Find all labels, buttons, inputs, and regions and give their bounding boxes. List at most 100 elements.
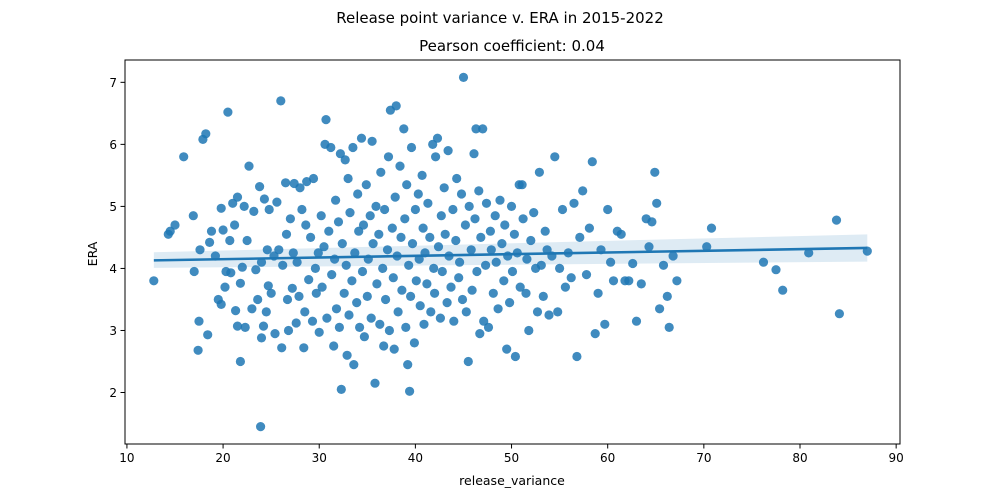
- scatter-point: [205, 237, 215, 247]
- scatter-point: [557, 204, 568, 215]
- scatter-point: [384, 325, 394, 336]
- scatter-point: [375, 319, 385, 329]
- scatter-point: [488, 288, 498, 298]
- scatter-point: [244, 161, 254, 171]
- scatter-point: [231, 306, 241, 316]
- scatter-point: [423, 198, 433, 208]
- scatter-point: [495, 195, 505, 205]
- scatter-point: [532, 307, 543, 317]
- scatter-point: [223, 107, 233, 117]
- scatter-point: [463, 356, 473, 367]
- scatter-point: [353, 189, 363, 199]
- scatter-point: [507, 266, 518, 277]
- scatter-point: [365, 211, 375, 221]
- scatter-point: [396, 232, 406, 242]
- scatter-point: [406, 142, 417, 153]
- scatter-point: [307, 316, 318, 326]
- scatter-point: [405, 386, 415, 396]
- scatter-point: [603, 204, 613, 215]
- scatter-point: [304, 275, 314, 285]
- scatter-point: [218, 225, 228, 235]
- scatter-point: [349, 360, 359, 370]
- scatter-point: [515, 282, 525, 292]
- scatter-point: [454, 273, 464, 283]
- scatter-point: [452, 173, 462, 184]
- scatter-point: [228, 198, 238, 208]
- scatter-point: [361, 180, 371, 190]
- scatter-point: [371, 201, 381, 211]
- scatter-point: [510, 351, 520, 362]
- scatter-point: [220, 282, 230, 292]
- scatter-point: [771, 265, 781, 275]
- scatter-point: [458, 72, 469, 82]
- scatter-point: [247, 304, 257, 314]
- scatter-point: [251, 265, 261, 275]
- scatter-point: [491, 257, 501, 267]
- scatter-point: [397, 285, 407, 295]
- scatter-point: [497, 239, 507, 249]
- scatter-point: [804, 248, 814, 258]
- scatter-point: [485, 226, 495, 236]
- scatter-point: [600, 319, 610, 329]
- scatter-point: [407, 239, 418, 249]
- scatter-point: [278, 260, 288, 270]
- scatter-point: [439, 183, 449, 193]
- scatter-point: [239, 201, 249, 211]
- scatter-point: [339, 288, 349, 298]
- scatter-point: [778, 285, 788, 295]
- scatter-point: [337, 239, 347, 249]
- scatter-point: [575, 232, 585, 242]
- scatter-point: [310, 263, 320, 273]
- scatter-point: [572, 351, 582, 362]
- scatter-point: [285, 214, 295, 224]
- scatter-point: [357, 266, 368, 277]
- scatter-point: [415, 301, 425, 311]
- scatter-point: [435, 313, 445, 323]
- scatter-point: [503, 251, 513, 261]
- chart-title: Release point variance v. ERA in 2015-20…: [336, 9, 664, 27]
- scatter-point: [281, 229, 292, 239]
- scatter-point: [451, 235, 461, 246]
- scatter-point: [301, 220, 311, 230]
- scatter-point: [538, 291, 548, 301]
- scatter-point: [316, 211, 326, 221]
- scatter-point: [242, 235, 252, 246]
- scatter-point: [193, 345, 203, 355]
- scatter-point: [292, 257, 302, 267]
- scatter-point: [536, 260, 546, 270]
- x-tick-label: 90: [889, 451, 904, 465]
- scatter-point: [432, 133, 443, 143]
- scatter-point: [333, 217, 344, 227]
- scatter-point: [287, 283, 297, 293]
- x-tick-label: 80: [792, 451, 807, 465]
- scatter-point: [522, 254, 532, 264]
- scatter-point: [483, 322, 494, 332]
- scatter-point: [606, 257, 616, 267]
- scatter-point: [281, 178, 291, 188]
- scatter-point: [370, 378, 380, 388]
- scatter-point: [521, 288, 531, 298]
- scatter-point: [403, 360, 413, 370]
- scatter-point: [276, 96, 286, 106]
- scatter-point: [413, 189, 423, 199]
- scatter-point: [584, 223, 595, 233]
- scatter-point: [189, 266, 199, 277]
- scatter-point: [390, 192, 400, 202]
- scatter-point: [383, 152, 394, 162]
- scatter-point: [188, 211, 198, 221]
- scatter-point: [490, 211, 500, 221]
- scatter-point: [395, 161, 405, 171]
- scatter-point: [388, 273, 398, 283]
- scatter-point: [355, 322, 365, 332]
- scatter-point: [430, 288, 440, 298]
- scatter-point: [344, 310, 354, 320]
- scatter-point: [426, 307, 436, 317]
- scatter-point: [402, 180, 412, 190]
- scatter-point: [342, 350, 352, 360]
- x-tick-label: 70: [696, 451, 711, 465]
- scatter-point: [624, 276, 634, 286]
- scatter-point: [655, 304, 665, 314]
- scatter-point: [262, 245, 272, 255]
- scatter-point: [311, 288, 321, 298]
- scatter-point: [425, 232, 435, 242]
